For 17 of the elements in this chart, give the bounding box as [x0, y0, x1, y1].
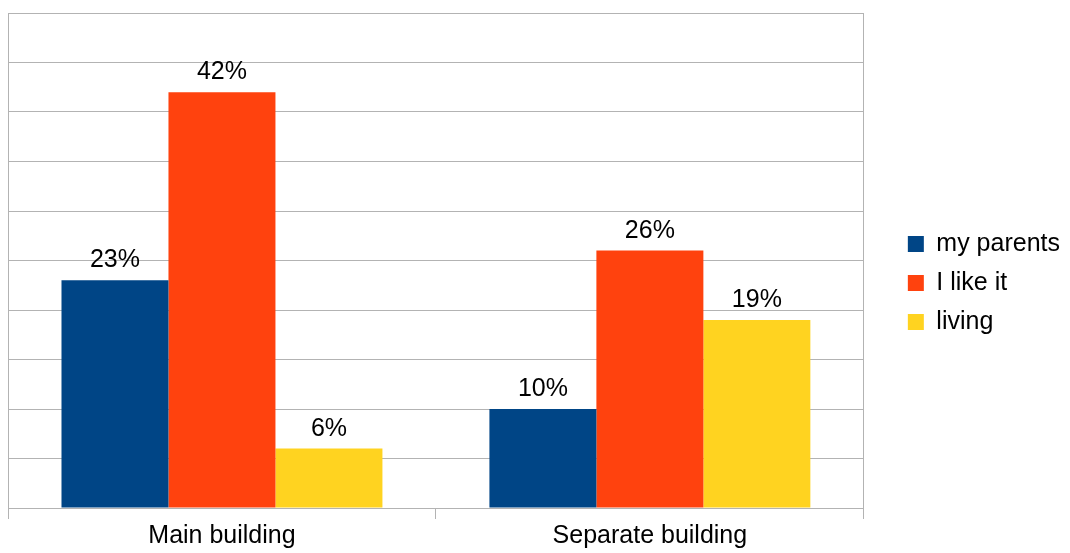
bar — [703, 319, 811, 508]
x-tick-label: Main building — [148, 519, 296, 548]
bar — [168, 92, 276, 508]
bar — [596, 250, 704, 508]
x-tick-label: Separate building — [552, 519, 748, 548]
data-label: 26% — [624, 214, 675, 243]
data-label: 19% — [731, 283, 782, 312]
data-label: 6% — [310, 412, 348, 441]
bar — [489, 409, 597, 508]
legend-label: living — [936, 305, 994, 334]
legend-label: my parents — [936, 227, 1061, 256]
legend-label: I like it — [936, 266, 1008, 295]
bar — [275, 448, 383, 508]
bar — [61, 280, 169, 508]
data-label: 10% — [517, 373, 568, 401]
data-label: 42% — [196, 56, 247, 85]
data-label: 23% — [89, 244, 140, 273]
